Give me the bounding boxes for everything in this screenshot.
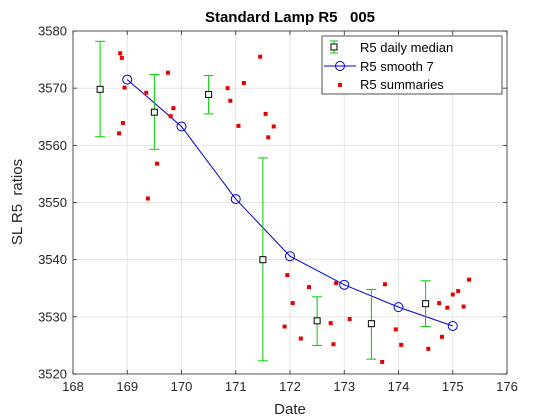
legend-item-smooth: R5 smooth 7 xyxy=(324,59,434,74)
summary-point xyxy=(467,277,472,282)
x-tick-label: 173 xyxy=(333,379,355,394)
median-point xyxy=(367,320,375,328)
smooth-line xyxy=(126,79,453,327)
legend-item-summaries: R5 summaries xyxy=(338,77,444,92)
summary-point xyxy=(456,289,461,294)
x-tick-label: 172 xyxy=(279,379,301,394)
legend-label-smooth: R5 smooth 7 xyxy=(360,59,434,74)
legend: R5 daily median R5 smooth 7 R5 summaries xyxy=(321,35,503,95)
summary-point xyxy=(347,317,352,322)
summary-point xyxy=(120,121,125,126)
summary-point xyxy=(225,86,230,91)
summary-point xyxy=(399,342,404,347)
summary-point xyxy=(445,305,450,310)
summary-point xyxy=(331,342,336,347)
median-point xyxy=(259,256,267,264)
x-axis-label: Date xyxy=(274,401,306,418)
median-point xyxy=(150,108,158,116)
legend-box xyxy=(321,35,503,95)
summary-point xyxy=(450,292,455,297)
summary-point xyxy=(380,359,385,364)
summary-point xyxy=(306,285,311,290)
x-tick-label: 174 xyxy=(388,379,410,394)
summary-point xyxy=(145,196,150,201)
ticks: 168 169 170 171 172 173 174 175 176 3520 3530 3540 3… xyxy=(38,24,518,395)
smooth-point xyxy=(393,302,404,313)
summary-point xyxy=(171,106,176,111)
summary-point xyxy=(271,124,276,129)
y-axis-label: SL R5 ratios xyxy=(9,159,26,245)
series-layer xyxy=(95,40,472,364)
summary-point xyxy=(144,90,149,95)
y-tick-label: 3550 xyxy=(38,195,67,210)
median-point xyxy=(313,317,321,325)
smooth-point xyxy=(230,194,241,205)
summary-point xyxy=(437,301,442,306)
y-tick-label: 3520 xyxy=(38,367,67,382)
summary-point xyxy=(263,111,268,116)
smooth-point xyxy=(339,279,350,290)
x-tick-label: 169 xyxy=(116,379,138,394)
x-tick-label: 171 xyxy=(225,379,247,394)
summary-point xyxy=(168,114,173,119)
summary-point xyxy=(266,135,271,140)
summary-point xyxy=(117,131,122,136)
summary-point xyxy=(328,321,333,326)
x-tick-label: 170 xyxy=(171,379,193,394)
summary-point xyxy=(119,55,124,60)
summary-point xyxy=(155,161,160,166)
summary-point xyxy=(285,273,290,278)
smooth-point xyxy=(285,251,295,262)
chart-title: Standard Lamp R5 005 xyxy=(205,9,375,26)
median-point xyxy=(422,300,430,308)
smooth-point xyxy=(447,320,458,331)
legend-summaries-marker xyxy=(338,83,342,87)
median-point xyxy=(96,85,104,93)
summary-point xyxy=(282,324,287,329)
y-tick-label: 3580 xyxy=(38,24,67,39)
summary-point xyxy=(258,54,263,59)
summary-point xyxy=(334,281,339,286)
legend-median-marker xyxy=(330,43,338,51)
y-tick-label: 3570 xyxy=(38,81,67,96)
summary-point xyxy=(165,70,170,75)
summary-point xyxy=(298,336,303,341)
y-tick-label: 3560 xyxy=(38,138,67,153)
summary-point xyxy=(382,282,387,287)
legend-label-median: R5 daily median xyxy=(360,40,453,55)
summary-point xyxy=(118,51,123,56)
y-tick-label: 3530 xyxy=(38,309,67,324)
smooth-point xyxy=(176,121,187,132)
summary-point xyxy=(439,334,444,339)
legend-item-median: R5 daily median xyxy=(330,40,453,55)
legend-label-summaries: R5 summaries xyxy=(360,77,444,92)
summary-point xyxy=(236,123,241,128)
smooth-point xyxy=(122,74,133,85)
x-tick-label: 176 xyxy=(496,379,518,394)
summary-point xyxy=(290,301,295,306)
summary-point xyxy=(122,85,127,90)
summary-point xyxy=(241,81,246,86)
summary-point xyxy=(461,304,466,309)
summary-point xyxy=(426,346,431,351)
median-point xyxy=(205,90,213,98)
y-tick-label: 3540 xyxy=(38,252,67,267)
summary-point xyxy=(228,98,233,103)
summary-point xyxy=(393,327,398,332)
x-tick-label: 168 xyxy=(62,379,84,394)
x-tick-label: 175 xyxy=(442,379,464,394)
legend-smooth-marker xyxy=(335,61,345,71)
